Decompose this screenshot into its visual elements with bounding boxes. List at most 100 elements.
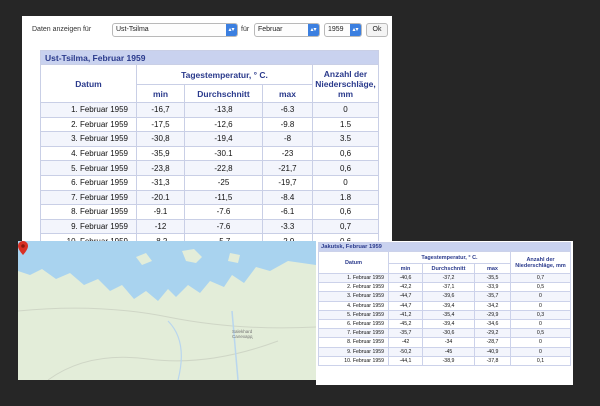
year-select[interactable]: 1959 ▴▾ — [324, 23, 362, 37]
cell-niederschlag: 0,3 — [510, 309, 571, 320]
cell-niederschlag: 0,6 — [312, 160, 379, 176]
cell-max: -21,7 — [262, 160, 313, 176]
map-view[interactable]: Salekhard Салехард — [18, 241, 316, 380]
cell-niederschlag: 0 — [510, 318, 571, 330]
cell-durchschnitt: -7.6 — [184, 218, 263, 235]
cell-max: -8 — [262, 131, 313, 147]
col-header-max: max — [262, 84, 313, 103]
cell-niederschlag: 0 — [510, 337, 571, 348]
cell-niederschlag: 0,1 — [510, 355, 571, 366]
cell-max: -33,9 — [474, 282, 511, 293]
cell-min: -35,7 — [388, 328, 423, 339]
table-row: 1. Februar 1959 -16,7 -13,8 -6.3 0 — [40, 102, 379, 118]
cell-durchschnitt: -39,4 — [422, 300, 475, 311]
cell-niederschlag: 0,5 — [510, 328, 571, 339]
table-row: 1. Februar 1959 -40,6 -37,2 -35,5 0,7 — [318, 272, 571, 284]
ok-button[interactable]: Ok — [366, 23, 388, 37]
cell-min: -44,1 — [388, 355, 423, 366]
cell-max: -40,9 — [474, 346, 511, 357]
cell-durchschnitt: -37,2 — [422, 272, 475, 284]
cell-min: -42 — [388, 337, 423, 348]
table-row: 8. Februar 1959 -9.1 -7.6 -6.1 0,6 — [40, 204, 379, 220]
cell-durchschnitt: -22,8 — [184, 160, 263, 176]
cell-datum: 9. Februar 1959 — [40, 218, 137, 235]
col-header-min: min — [136, 84, 185, 103]
table-row: 2. Februar 1959 -17,5 -12,6 -9.8 1.5 — [40, 116, 379, 133]
table-row: 5. Februar 1959 -23,8 -22,8 -21,7 0,6 — [40, 160, 379, 176]
cell-max: -34,6 — [474, 318, 511, 330]
table-row: 10. Februar 1959-8.2-5.7-2.90,6 — [40, 233, 379, 244]
month-select-value: Februar — [258, 26, 283, 33]
cell-min: -20.1 — [136, 189, 185, 206]
cell-datum: 10. Februar 1959 — [318, 355, 389, 366]
cell-datum: 1. Februar 1959 — [40, 102, 137, 118]
cell-datum: 5. Februar 1959 — [318, 309, 389, 320]
cell-min: -23,8 — [136, 160, 185, 176]
cell-max: -9.8 — [262, 116, 313, 133]
cell-datum: 2. Februar 1959 — [318, 282, 389, 293]
map-city-label: Salekhard — [232, 329, 253, 334]
cell-min: -42,2 — [388, 282, 423, 293]
cell-durchschnitt: -11,5 — [184, 189, 263, 206]
table-caption: Ust-Tsilma, Februar 1959 — [40, 50, 379, 65]
cell-datum: 5. Februar 1959 — [40, 160, 137, 176]
cell-min: -30,8 — [136, 131, 185, 147]
weather-panel-ust-tsilma: Daten anzeigen für Ust-Tsilma ▴▾ für Feb… — [22, 16, 392, 244]
cell-min: -12 — [136, 218, 185, 235]
cell-niederschlag: 0,7 — [312, 218, 379, 235]
month-select[interactable]: Februar ▴▾ — [254, 23, 320, 37]
cell-datum: 2. Februar 1959 — [40, 116, 137, 133]
cell-datum: 8. Februar 1959 — [318, 337, 389, 348]
station-select[interactable]: Ust-Tsilma ▴▾ — [112, 23, 238, 37]
cell-niederschlag: 0,5 — [510, 282, 571, 293]
cell-datum: 4. Februar 1959 — [318, 300, 389, 311]
cell-datum: 6. Februar 1959 — [40, 174, 137, 191]
cell-durchschnitt: -38,9 — [422, 355, 475, 366]
cell-min: -9.1 — [136, 204, 185, 220]
table-row: 5. Februar 1959 -41,2 -35,4 -29,9 0,3 — [318, 309, 571, 320]
weather-panel-jakutsk: Jakutsk, Februar 1959 Datum Tagestempera… — [316, 241, 573, 385]
cell-durchschnitt: -25 — [184, 174, 263, 191]
filter-controls: Daten anzeigen für Ust-Tsilma ▴▾ für Feb… — [22, 16, 392, 46]
col-header-min: min — [388, 263, 423, 274]
cell-niederschlag: 0 — [312, 102, 379, 118]
cell-max: -3.3 — [262, 218, 313, 235]
cell-max: -29,9 — [474, 309, 511, 320]
col-header-tagestemperatur: Tagestemperatur, ° C. — [388, 251, 511, 264]
cell-max: -6.1 — [262, 204, 313, 220]
table-row: 3. Februar 1959 -44,7 -39,6 -35,7 0 — [318, 291, 571, 302]
table-row: 4. Februar 1959 -44,7 -39,4 -34,2 0 — [318, 300, 571, 311]
chevron-updown-icon: ▴▾ — [308, 24, 319, 36]
cell-durchschnitt: -37,1 — [422, 282, 475, 293]
table-row: 7. Februar 1959 -20.1 -11,5 -8.4 1.8 — [40, 189, 379, 206]
cell-min: -17,5 — [136, 116, 185, 133]
table-row: 6. Februar 1959 -31,3 -25 -19,7 0 — [40, 174, 379, 191]
table-row: 4. Februar 1959 -35,9 -30.1 -23 0,6 — [40, 145, 379, 162]
cell-max: -28,7 — [474, 337, 511, 348]
map-pin-icon[interactable] — [18, 241, 28, 255]
table-row: 7. Februar 1959 -35,7 -30,6 -29,2 0,5 — [318, 328, 571, 339]
cell-niederschlag: 0 — [510, 291, 571, 302]
cell-max: -35,7 — [474, 291, 511, 302]
col-header-tagestemperatur: Tagestemperatur, ° C. — [136, 64, 313, 85]
cell-datum: 6. Februar 1959 — [318, 318, 389, 330]
cell-durchschnitt: -13,8 — [184, 102, 263, 118]
cell-min: -44,7 — [388, 291, 423, 302]
cell-min: -35,9 — [136, 145, 185, 162]
cell-niederschlag: 0,7 — [510, 272, 571, 284]
cell-durchschnitt: -45 — [422, 346, 475, 357]
cell-niederschlag: 0 — [510, 346, 571, 357]
col-header-niederschlag: Anzahl der Niederschläge, mm — [312, 64, 379, 103]
cell-durchschnitt: -30.1 — [184, 145, 263, 162]
cell-durchschnitt: -39,4 — [422, 318, 475, 330]
cell-durchschnitt: -34 — [422, 337, 475, 348]
cell-max: -34,2 — [474, 300, 511, 311]
cell-max: -37,8 — [474, 355, 511, 366]
cell-min: -50,2 — [388, 346, 423, 357]
cell-durchschnitt: -12,6 — [184, 116, 263, 133]
col-header-datum: Datum — [318, 251, 389, 274]
cell-datum: 8. Februar 1959 — [40, 204, 137, 220]
col-header-durchschnitt: Durchschnitt — [422, 263, 475, 274]
weather-table-ust-tsilma: Ust-Tsilma, Februar 1959 Datum Tagestemp… — [40, 50, 379, 244]
cell-durchschnitt: -35,4 — [422, 309, 475, 320]
